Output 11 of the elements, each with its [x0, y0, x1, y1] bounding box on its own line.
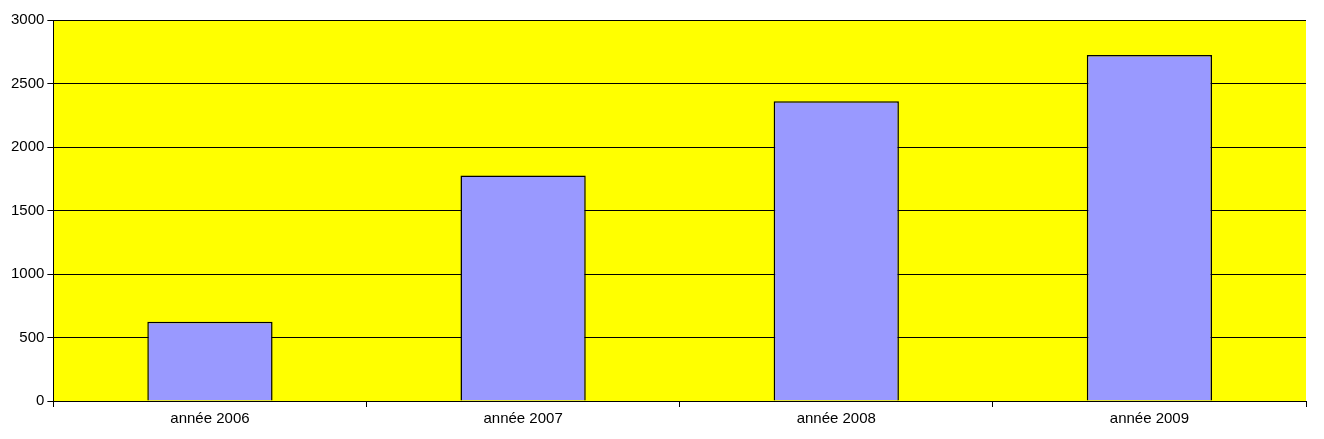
- y-tick-label: 2500: [10, 73, 45, 91]
- x-tick-label: année 2009: [1109, 409, 1190, 427]
- y-tick-label: 500: [19, 327, 45, 345]
- y-tick-label: 0: [36, 391, 45, 409]
- y-tick-label: 3000: [10, 10, 45, 28]
- x-tick-label: année 2008: [796, 409, 876, 427]
- x-tick-label: année 2007: [483, 409, 563, 427]
- y-tick-label: 1500: [10, 200, 45, 218]
- y-tick-label: 2000: [10, 137, 45, 155]
- x-tick-label: année 2006: [170, 409, 250, 427]
- y-tick-label: 1000: [10, 264, 45, 282]
